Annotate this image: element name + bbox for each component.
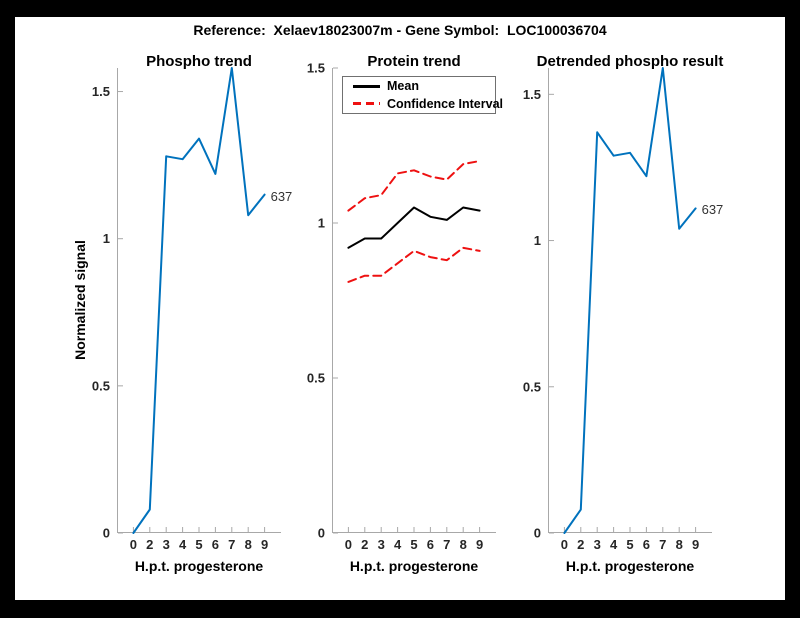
legend-label-confidence-interval: Confidence Interval bbox=[387, 96, 503, 111]
x-axis-label-2: H.p.t. progesterone bbox=[349, 558, 479, 574]
y-tick-label: 1.5 bbox=[92, 84, 110, 99]
x-tick-label: 7 bbox=[443, 537, 450, 552]
x-tick-label: 0 bbox=[345, 537, 352, 552]
plot-title-phospho-trend: Phospho trend bbox=[146, 53, 252, 70]
legend-box: Mean Confidence Interval bbox=[342, 76, 503, 114]
x-tick-label: 4 bbox=[610, 537, 618, 552]
x-tick-label: 6 bbox=[427, 537, 434, 552]
x-axis-label-1: H.p.t. progesterone bbox=[134, 558, 264, 574]
y-tick-label: 1.5 bbox=[523, 87, 541, 102]
y-tick-label: 1.5 bbox=[307, 61, 325, 76]
end-label-annotation-3: 637 bbox=[701, 202, 724, 218]
series-line-detrended-phospho bbox=[563, 67, 697, 534]
y-tick-label: 1 bbox=[534, 233, 541, 248]
y-tick-label: 0 bbox=[103, 526, 110, 541]
y-tick-label: 0.5 bbox=[523, 379, 541, 394]
x-tick-label: 9 bbox=[476, 537, 483, 552]
x-tick-label: 6 bbox=[212, 537, 219, 552]
figure-canvas: Reference: Xelaev18023007m - Gene Symbol… bbox=[15, 17, 785, 600]
x-tick-label: 8 bbox=[245, 537, 252, 552]
detrended-phospho-plot: 0 2 3 4 5 6 7 8 900.511.5 bbox=[523, 67, 712, 552]
y-axis-label: Normalized signal bbox=[72, 240, 88, 360]
x-tick-label: 5 bbox=[410, 537, 417, 552]
series-line-confidence-interval-lower bbox=[347, 246, 481, 283]
figure-suptitle: Reference: Xelaev18023007m - Gene Symbol… bbox=[193, 22, 607, 38]
phospho-trend-plot: 0 2 3 4 5 6 7 8 900.511.5 bbox=[92, 67, 281, 552]
x-tick-label: 4 bbox=[394, 537, 402, 552]
end-label-annotation-1: 637 bbox=[270, 188, 293, 204]
x-tick-label: 2 bbox=[361, 537, 368, 552]
x-tick-label: 0 bbox=[130, 537, 137, 552]
x-tick-label: 0 bbox=[561, 537, 568, 552]
x-tick-label: 6 bbox=[643, 537, 650, 552]
x-tick-label: 3 bbox=[378, 537, 385, 552]
y-tick-label: 0.5 bbox=[92, 378, 110, 393]
x-tick-label: 8 bbox=[676, 537, 683, 552]
legend-item-mean: Mean bbox=[343, 78, 495, 94]
y-tick-label: 0 bbox=[318, 526, 325, 541]
x-tick-label: 4 bbox=[179, 537, 187, 552]
y-tick-label: 0 bbox=[534, 526, 541, 541]
x-tick-label: 3 bbox=[163, 537, 170, 552]
x-tick-label: 2 bbox=[577, 537, 584, 552]
x-tick-label: 3 bbox=[594, 537, 601, 552]
x-tick-label: 7 bbox=[659, 537, 666, 552]
legend-label-mean: Mean bbox=[387, 79, 419, 94]
series-line-mean bbox=[347, 206, 481, 249]
x-tick-label: 9 bbox=[261, 537, 268, 552]
series-line-confidence-interval-upper bbox=[347, 160, 481, 212]
protein-trend-plot: 0 2 3 4 5 6 7 8 900.511.5 bbox=[307, 61, 496, 552]
x-tick-label: 9 bbox=[692, 537, 699, 552]
series-line-phospho-signal bbox=[132, 67, 266, 534]
x-tick-label: 5 bbox=[626, 537, 633, 552]
mean-line-sample-icon bbox=[353, 84, 380, 88]
plot-title-detrended-phospho: Detrended phospho result bbox=[536, 53, 724, 70]
x-tick-label: 2 bbox=[146, 537, 153, 552]
y-tick-label: 0.5 bbox=[307, 371, 325, 386]
x-tick-label: 5 bbox=[195, 537, 202, 552]
y-tick-label: 1 bbox=[103, 231, 110, 246]
x-tick-label: 8 bbox=[460, 537, 467, 552]
ci-dashed-line-sample-icon bbox=[353, 102, 380, 106]
x-tick-label: 7 bbox=[228, 537, 235, 552]
legend-item-confidence-interval: Confidence Interval bbox=[343, 96, 503, 112]
plot-title-protein-trend: Protein trend bbox=[367, 53, 461, 70]
y-tick-label: 1 bbox=[318, 216, 325, 231]
x-axis-label-3: H.p.t. progesterone bbox=[565, 558, 695, 574]
